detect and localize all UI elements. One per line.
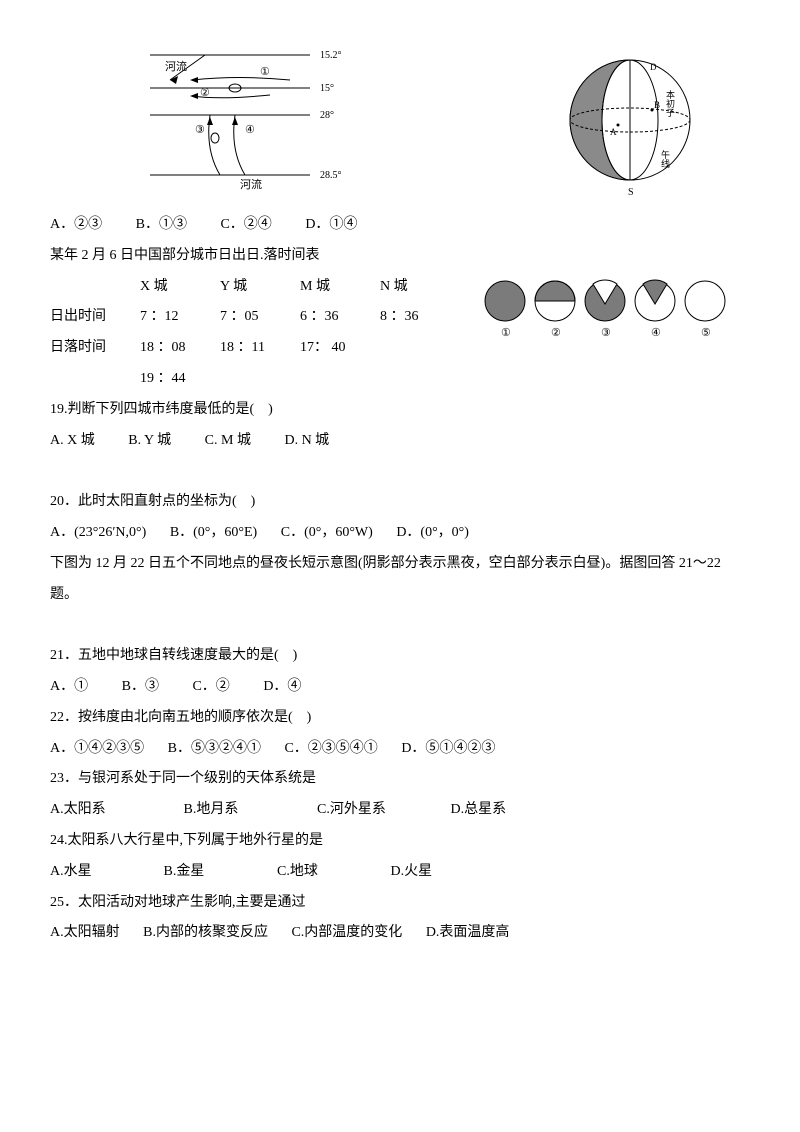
q20-d: D．(0°，0°) — [396, 525, 469, 540]
q25-c: C.内部温度的变化 — [291, 925, 402, 940]
circ-3: ③ — [195, 124, 205, 136]
prime-label: 本初子 — [665, 89, 675, 117]
sunset-m: 17： 40 — [300, 333, 380, 364]
q23-options: A.太阳系 B.地月系 C.河外星系 D.总星系 — [50, 795, 750, 826]
q24-text: 24.太阳系八大行星中,下列属于地外行星的是 — [50, 826, 750, 857]
q19-d: D. N 城 — [284, 433, 329, 448]
sunrise-n: 8 ：36 — [380, 302, 460, 333]
circ-4: ④ — [245, 124, 255, 136]
sunrise-label: 日出时间 — [50, 302, 140, 333]
q23-text: 23．与银河系处于同一个级别的天体系统是 — [50, 764, 750, 795]
meridian-label: 午线 — [660, 149, 670, 168]
table-title: 某年 2 月 6 日中国部分城市日出日.落时间表 — [50, 241, 750, 272]
sunset-x: 18 ：08 — [140, 333, 220, 364]
q24-d: D.火星 — [391, 857, 501, 888]
c-5: ⑤ — [701, 327, 711, 339]
q19-options: A. X 城 B. Y 城 C. M 城 D. N 城 — [50, 426, 750, 457]
daynight-circles: ① ② ③ ④ ⑤ — [480, 276, 740, 346]
q18-a: A．②③ — [50, 217, 102, 232]
q19-text: 19.判断下列四城市纬度最低的是( ) — [50, 395, 750, 426]
q19-c: C. M 城 — [205, 433, 251, 448]
sunrise-m: 6 ：36 — [300, 302, 380, 333]
q23-d: D.总星系 — [451, 795, 581, 826]
q24-options: A.水星 B.金星 C.地球 D.火星 — [50, 857, 750, 888]
q19-a: A. X 城 — [50, 433, 95, 448]
angle-top-label: 15.2° — [320, 50, 342, 61]
globe-a-label: A — [610, 127, 617, 137]
sunset-n — [380, 333, 460, 364]
river-diagram: 15.2° 15° 28° 28.5° 河流 河流 ① ② ③ ④ — [110, 40, 370, 190]
q25-text: 25．太阳活动对地球产生影响,主要是通过 — [50, 888, 750, 919]
circ-2: ② — [200, 87, 210, 99]
sunrise-sunset-table: X 城 Y 城 M 城 N 城 日出时间 7 ：12 7 ：05 6 ：36 8… — [50, 272, 460, 395]
q22-text: 22．按纬度由北向南五地的顺序依次是( ) — [50, 703, 750, 734]
city-m: M 城 — [300, 272, 380, 303]
sunrise-y: 7 ：05 — [220, 302, 300, 333]
sunset-y: 18 ：11 — [220, 333, 300, 364]
q18-b: B．①③ — [136, 217, 187, 232]
c-1: ① — [501, 327, 511, 339]
q21-c: C．② — [192, 679, 229, 694]
q21-b: B．③ — [122, 679, 159, 694]
q23-a: A.太阳系 — [50, 795, 180, 826]
q20-c: C．(0°，60°W) — [281, 525, 373, 540]
q24-a: A.水星 — [50, 857, 160, 888]
angle-bottom-label: 28.5° — [320, 170, 342, 181]
city-x: X 城 — [140, 272, 220, 303]
q25-a: A.太阳辐射 — [50, 925, 120, 940]
q23-b: B.地月系 — [184, 795, 314, 826]
sunset-label: 日落时间 — [50, 333, 140, 364]
river-label-top: 河流 — [165, 59, 187, 73]
q25-b: B.内部的核聚变反应 — [143, 925, 268, 940]
globe-s-label: S — [628, 187, 634, 198]
table-blank — [50, 272, 140, 303]
q22-b: B．⑤③②④① — [168, 741, 261, 756]
globe-diagram: A B D S 本初子 午线 — [550, 40, 710, 200]
q24-b: B.金星 — [164, 857, 274, 888]
q22-c: C．②③⑤④① — [284, 741, 377, 756]
globe-d-label: D — [650, 62, 657, 72]
q20-b: B．(0°，60°E) — [170, 525, 257, 540]
circ-1: ① — [260, 66, 270, 78]
c-2: ② — [551, 327, 561, 339]
angle-mid-label: 15° — [320, 83, 334, 94]
q21-text: 21．五地中地球自转线速度最大的是( ) — [50, 641, 750, 672]
c-4: ④ — [651, 327, 661, 339]
q21-a: A．① — [50, 679, 88, 694]
q24-c: C.地球 — [277, 857, 387, 888]
q25-options: A.太阳辐射 B.内部的核聚变反应 C.内部温度的变化 D.表面温度高 — [50, 918, 750, 949]
sunset-n-wrap: 19 ：44 — [140, 364, 220, 395]
q22-d: D．⑤①④②③ — [401, 741, 495, 756]
c-3: ③ — [601, 327, 611, 339]
q18-d: D．①④ — [305, 217, 357, 232]
q19-b: B. Y 城 — [128, 433, 171, 448]
q22-a: A．①④②③⑤ — [50, 741, 144, 756]
q20-options: A．(23°26′N,0°) B．(0°，60°E) C．(0°，60°W) D… — [50, 518, 750, 549]
q18-c: C．②④ — [220, 217, 271, 232]
intro-21-22: 下图为 12 月 22 日五个不同地点的昼夜长短示意图(阴影部分表示黑夜，空白部… — [50, 549, 750, 611]
angle-mid2-label: 28° — [320, 110, 334, 121]
q21-d: D．④ — [263, 679, 301, 694]
q20-text: 20．此时太阳直射点的坐标为( ) — [50, 487, 750, 518]
q18-options: A．②③ B．①③ C．②④ D．①④ — [50, 210, 750, 241]
q23-c: C.河外星系 — [317, 795, 447, 826]
city-n: N 城 — [380, 272, 460, 303]
top-figures: 15.2° 15° 28° 28.5° 河流 河流 ① ② ③ ④ A B D … — [50, 40, 750, 200]
q20-a: A．(23°26′N,0°) — [50, 525, 146, 540]
q22-options: A．①④②③⑤ B．⑤③②④① C．②③⑤④① D．⑤①④②③ — [50, 734, 750, 765]
globe-b-label: B — [654, 100, 660, 110]
q21-options: A．① B．③ C．② D．④ — [50, 672, 750, 703]
q25-d: D.表面温度高 — [426, 925, 510, 940]
river-label-bottom: 河流 — [240, 177, 262, 190]
sunrise-x: 7 ：12 — [140, 302, 220, 333]
city-y: Y 城 — [220, 272, 300, 303]
